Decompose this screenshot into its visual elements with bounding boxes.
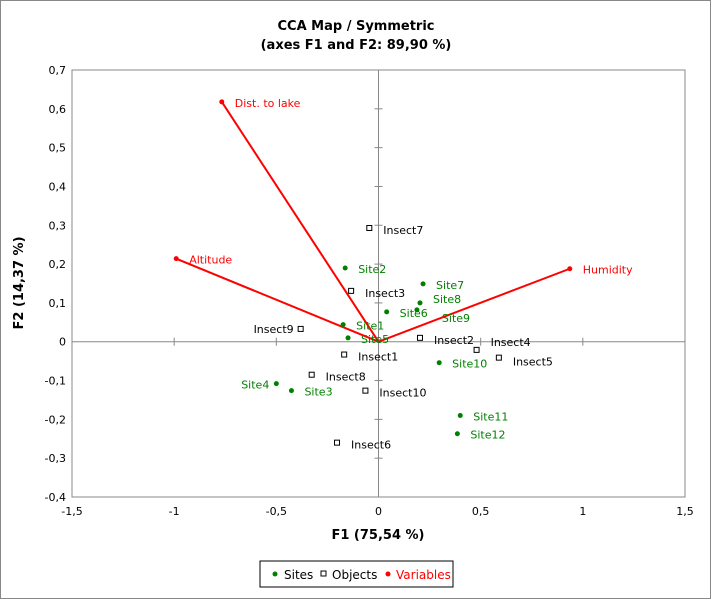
y-tick-label: 0,2 bbox=[49, 258, 67, 271]
legend-variables-marker bbox=[385, 571, 391, 577]
site-point bbox=[457, 412, 463, 418]
site-point bbox=[420, 281, 426, 287]
site-label: Site6 bbox=[400, 307, 428, 320]
object-label: Insect5 bbox=[513, 356, 553, 369]
site-label: Site4 bbox=[241, 379, 269, 392]
legend-variables-label: Variables bbox=[396, 568, 451, 582]
object-label: Insect10 bbox=[379, 387, 426, 400]
x-tick-label: 0 bbox=[375, 505, 382, 518]
variable-label: Altitude bbox=[189, 254, 232, 267]
site-label: Site3 bbox=[304, 386, 332, 399]
legend-sites-marker bbox=[272, 571, 278, 577]
legend: Sites Objects Variables bbox=[259, 560, 454, 588]
chart-title: CCA Map / Symmetric bbox=[277, 19, 434, 34]
object-point bbox=[341, 351, 348, 358]
site-point bbox=[342, 265, 348, 271]
object-point bbox=[473, 346, 480, 353]
object-label: Insect4 bbox=[491, 336, 531, 349]
variable-label: Humidity bbox=[583, 264, 633, 277]
variable-label: Dist. to lake bbox=[235, 97, 301, 110]
object-point bbox=[297, 325, 304, 332]
y-tick-label: -0,2 bbox=[45, 413, 66, 426]
y-tick-label: 0,7 bbox=[49, 64, 67, 77]
y-tick-label: 0 bbox=[59, 336, 66, 349]
site-label: Site8 bbox=[433, 293, 461, 306]
site-point bbox=[454, 431, 460, 437]
legend-objects-marker bbox=[320, 570, 327, 577]
x-tick-label: -1,5 bbox=[61, 505, 82, 518]
site-label: Site11 bbox=[473, 410, 508, 423]
site-label: Site12 bbox=[470, 429, 505, 442]
object-label: Insect7 bbox=[383, 224, 423, 237]
site-label: Site7 bbox=[436, 279, 464, 292]
object-label: Insect3 bbox=[365, 287, 405, 300]
x-tick-label: -0,5 bbox=[266, 505, 287, 518]
chart-subtitle: (axes F1 and F2: 89,90 %) bbox=[261, 38, 452, 53]
object-label: Insect9 bbox=[254, 323, 294, 336]
site-point bbox=[436, 360, 442, 366]
object-point bbox=[366, 224, 373, 231]
x-tick-label: 1,5 bbox=[676, 505, 694, 518]
object-label: Insect8 bbox=[326, 371, 366, 384]
object-label: Insect2 bbox=[434, 334, 474, 347]
object-label: Insect1 bbox=[358, 351, 398, 364]
site-label: Site9 bbox=[442, 312, 470, 325]
object-point bbox=[348, 287, 355, 294]
site-point bbox=[345, 335, 351, 341]
site-point bbox=[273, 381, 279, 387]
y-tick-label: -0,4 bbox=[45, 491, 66, 504]
x-tick-label: -1 bbox=[169, 505, 180, 518]
variable-point bbox=[567, 266, 573, 272]
variable-point bbox=[219, 99, 225, 105]
site-point bbox=[384, 309, 390, 315]
site-label: Site1 bbox=[356, 320, 384, 333]
variable-vector bbox=[175, 257, 379, 343]
y-axis-label: F2 (14,37 %) bbox=[12, 236, 27, 329]
site-point bbox=[288, 388, 294, 394]
site-label: Site10 bbox=[452, 358, 487, 371]
site-point bbox=[414, 307, 420, 313]
object-label: Insect6 bbox=[351, 439, 391, 452]
variable-vector bbox=[220, 101, 380, 343]
y-tick-label: -0,1 bbox=[45, 375, 66, 388]
site-label: Site2 bbox=[358, 263, 386, 276]
x-axis-label: F1 (75,54 %) bbox=[331, 528, 424, 543]
variable-point bbox=[173, 256, 179, 262]
legend-objects-label: Objects bbox=[332, 568, 377, 582]
site-label: Site5 bbox=[361, 333, 389, 346]
y-tick-label: 0,1 bbox=[49, 297, 67, 310]
legend-sites-label: Sites bbox=[284, 568, 313, 582]
object-point bbox=[334, 439, 341, 446]
y-tick-label: 0,3 bbox=[49, 219, 67, 232]
x-tick-label: 0,5 bbox=[472, 505, 490, 518]
y-tick-label: -0,3 bbox=[45, 452, 66, 465]
site-point bbox=[417, 300, 423, 306]
object-point bbox=[308, 371, 315, 378]
object-point bbox=[362, 387, 369, 394]
y-tick-label: 0,5 bbox=[49, 142, 67, 155]
x-tick-label: 1 bbox=[579, 505, 586, 518]
site-point bbox=[340, 322, 346, 328]
variable-vector bbox=[378, 267, 571, 343]
object-point bbox=[416, 334, 423, 341]
y-tick-label: 0,6 bbox=[49, 103, 67, 116]
y-tick-label: 0,4 bbox=[49, 180, 67, 193]
object-point bbox=[495, 354, 502, 361]
